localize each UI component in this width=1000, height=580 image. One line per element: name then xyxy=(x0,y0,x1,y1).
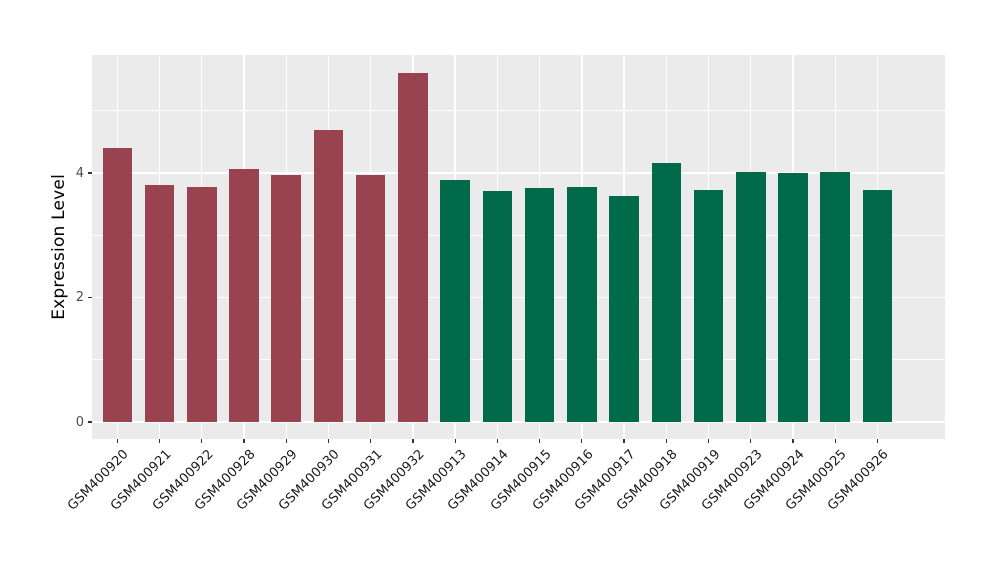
x-tick-mark xyxy=(792,439,794,443)
gridline-major xyxy=(92,296,945,299)
x-tick-mark xyxy=(496,439,498,443)
y-tick-mark xyxy=(88,421,92,423)
bar xyxy=(229,168,259,422)
gridline-major xyxy=(92,172,945,174)
x-tick-mark xyxy=(370,439,372,443)
bar xyxy=(144,184,175,422)
x-tick-mark xyxy=(707,439,710,443)
x-tick-mark xyxy=(876,439,879,443)
x-tick-mark xyxy=(834,439,836,443)
y-tick-label: 2 xyxy=(75,290,84,305)
bar xyxy=(778,173,808,422)
gridline-minor xyxy=(92,359,945,361)
bar xyxy=(651,163,682,422)
x-tick-mark xyxy=(243,439,245,443)
x-tick-mark xyxy=(539,439,541,443)
y-tick-mark xyxy=(88,296,92,299)
x-tick-mark xyxy=(158,439,161,443)
bar xyxy=(862,189,893,422)
x-tick-mark xyxy=(581,439,583,443)
bar xyxy=(524,187,555,422)
gridline-minor xyxy=(92,234,945,236)
gridline-minor xyxy=(92,110,945,112)
bar xyxy=(355,174,386,422)
x-tick-mark xyxy=(201,439,203,443)
y-axis-title: Expression Level xyxy=(46,55,72,439)
bar xyxy=(820,171,850,422)
x-tick-mark xyxy=(412,439,414,443)
x-tick-mark xyxy=(116,439,118,443)
y-tick-label: 4 xyxy=(75,165,84,181)
bar xyxy=(693,189,724,422)
y-tick-mark xyxy=(88,172,92,174)
bar xyxy=(609,196,639,422)
bar xyxy=(440,179,470,422)
x-tick-mark xyxy=(750,439,752,443)
y-tick-label: 0 xyxy=(75,414,84,430)
bar xyxy=(735,171,766,422)
bar xyxy=(482,191,513,422)
chart-panel xyxy=(92,55,945,439)
bar xyxy=(102,148,133,422)
bar xyxy=(313,130,344,422)
bar xyxy=(567,186,597,422)
bar xyxy=(187,186,217,422)
bar xyxy=(271,174,301,422)
x-tick-mark xyxy=(665,439,667,443)
x-tick-mark xyxy=(327,439,330,443)
bar xyxy=(398,73,428,422)
x-tick-mark xyxy=(454,439,456,443)
gridline-major xyxy=(92,421,945,423)
x-tick-mark xyxy=(623,439,625,443)
x-tick-mark xyxy=(285,439,287,443)
